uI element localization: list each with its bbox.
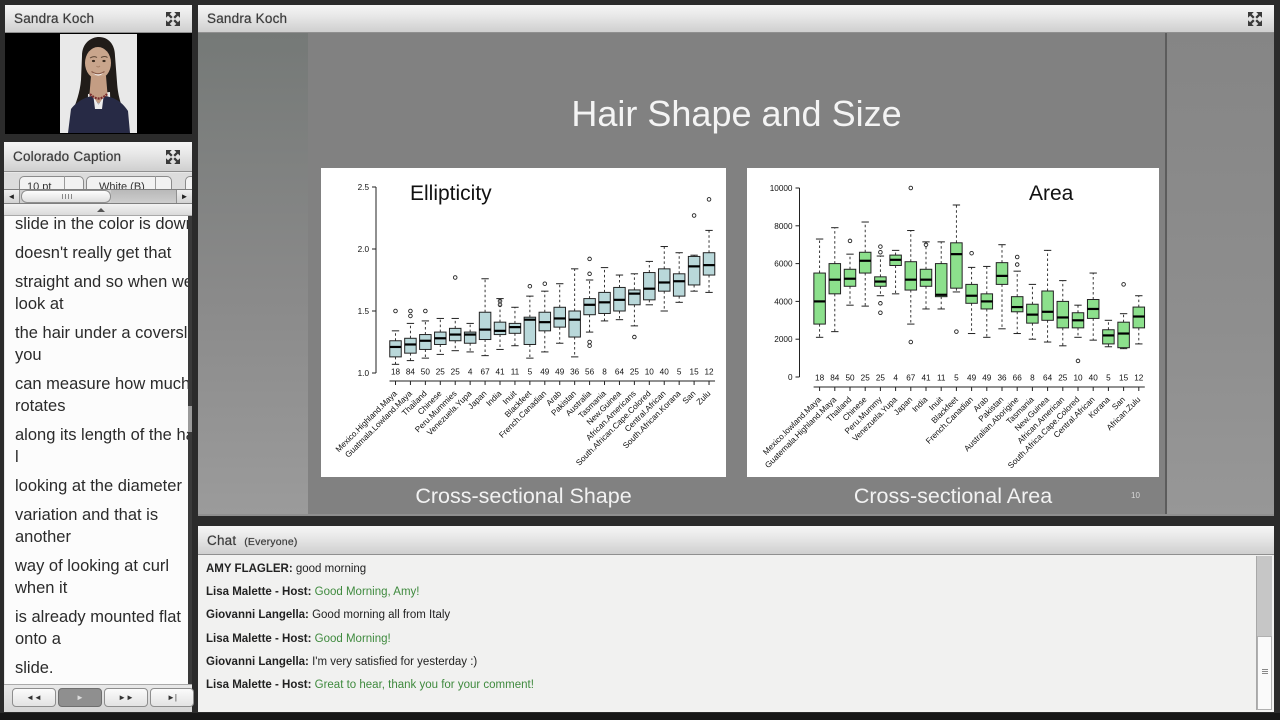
svg-text:Area: Area <box>1029 182 1074 205</box>
svg-text:8000: 8000 <box>774 222 793 231</box>
svg-text:0: 0 <box>788 373 793 382</box>
svg-text:49: 49 <box>540 368 550 377</box>
svg-text:15: 15 <box>1119 374 1129 383</box>
svg-text:8: 8 <box>1030 374 1035 383</box>
svg-text:67: 67 <box>481 368 491 377</box>
svg-text:25: 25 <box>876 374 886 383</box>
svg-text:25: 25 <box>630 368 640 377</box>
svg-text:25: 25 <box>451 368 461 377</box>
svg-text:4: 4 <box>468 368 473 377</box>
svg-text:66: 66 <box>1013 374 1023 383</box>
svg-text:12: 12 <box>1134 374 1144 383</box>
svg-text:67: 67 <box>906 374 916 383</box>
svg-text:5: 5 <box>954 374 959 383</box>
svg-text:5: 5 <box>528 368 533 377</box>
svg-text:25: 25 <box>1058 374 1068 383</box>
svg-text:50: 50 <box>845 374 855 383</box>
svg-text:12: 12 <box>704 368 714 377</box>
svg-text:25: 25 <box>436 368 446 377</box>
svg-text:2.5: 2.5 <box>358 183 370 192</box>
svg-text:41: 41 <box>921 374 931 383</box>
svg-text:11: 11 <box>937 374 946 383</box>
svg-text:11: 11 <box>511 368 520 377</box>
svg-text:25: 25 <box>861 374 871 383</box>
svg-text:2000: 2000 <box>774 335 793 344</box>
svg-text:15: 15 <box>690 368 700 377</box>
svg-text:Ellipticity: Ellipticity <box>410 182 492 205</box>
svg-text:10: 10 <box>1073 374 1083 383</box>
svg-text:64: 64 <box>1043 374 1053 383</box>
svg-text:64: 64 <box>615 368 625 377</box>
svg-text:40: 40 <box>1089 374 1099 383</box>
svg-text:40: 40 <box>660 368 670 377</box>
svg-text:84: 84 <box>406 368 416 377</box>
svg-text:36: 36 <box>997 374 1007 383</box>
svg-text:18: 18 <box>815 374 825 383</box>
svg-text:49: 49 <box>555 368 565 377</box>
svg-text:6000: 6000 <box>774 260 793 269</box>
svg-text:8: 8 <box>602 368 607 377</box>
svg-text:4: 4 <box>893 374 898 383</box>
svg-text:49: 49 <box>967 374 977 383</box>
svg-text:5: 5 <box>677 368 682 377</box>
svg-text:2.0: 2.0 <box>358 245 370 254</box>
svg-text:84: 84 <box>830 374 840 383</box>
svg-text:10: 10 <box>645 368 655 377</box>
svg-text:1.5: 1.5 <box>358 307 370 316</box>
svg-text:50: 50 <box>421 368 431 377</box>
svg-text:41: 41 <box>495 368 505 377</box>
svg-text:36: 36 <box>570 368 580 377</box>
svg-text:56: 56 <box>585 368 595 377</box>
svg-text:49: 49 <box>982 374 992 383</box>
svg-text:18: 18 <box>391 368 401 377</box>
svg-text:1.0: 1.0 <box>358 369 370 378</box>
svg-text:4000: 4000 <box>774 297 793 306</box>
svg-text:5: 5 <box>1106 374 1111 383</box>
svg-text:10000: 10000 <box>770 184 793 193</box>
